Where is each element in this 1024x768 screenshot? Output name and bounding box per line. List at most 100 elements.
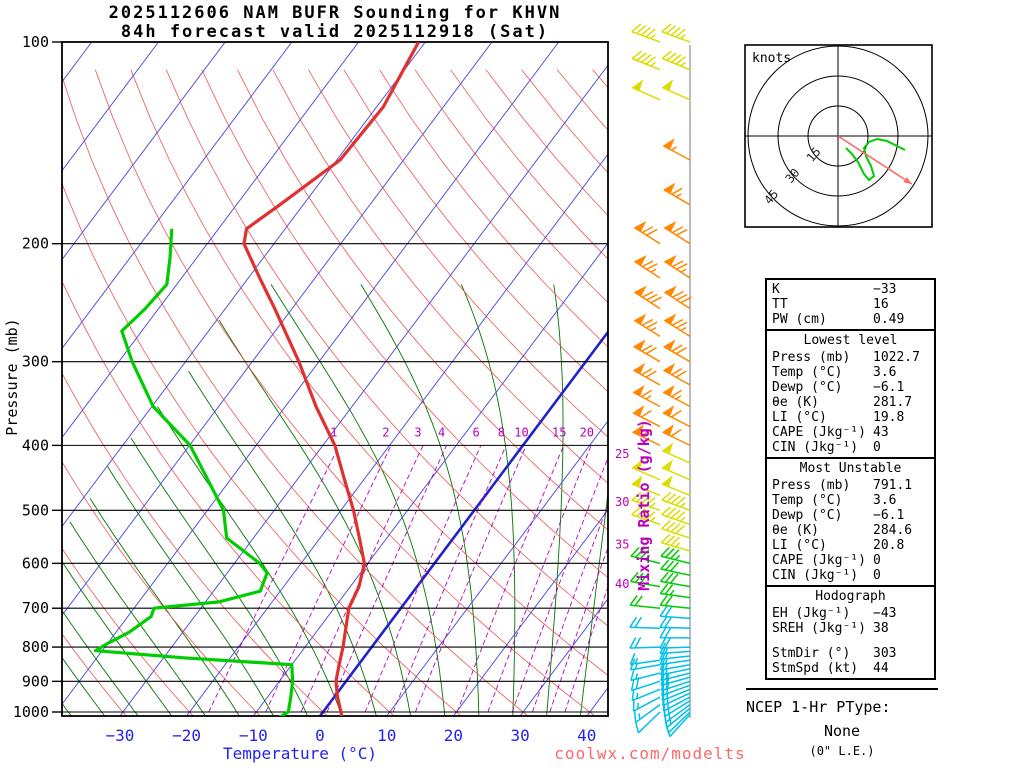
- wind-barb: [632, 339, 661, 363]
- dry-adiabat: [62, 372, 328, 716]
- ptype-note: (0" L.E.): [809, 744, 875, 758]
- panel-section-header: Most Unstable: [767, 457, 934, 478]
- wind-barb: [659, 583, 691, 599]
- dry-adiabat: [450, 69, 608, 260]
- panel-row-label: K: [772, 282, 780, 297]
- panel-row-label: TT: [772, 297, 788, 312]
- panel-row-value: 303: [873, 646, 897, 661]
- wind-barb: [661, 475, 691, 497]
- dry-adiabat: [485, 69, 608, 217]
- mixing-ratio-line: [208, 445, 340, 713]
- wind-barb: [661, 442, 691, 464]
- wind-barb: [660, 668, 691, 682]
- panel-row-label: SREH (Jkg⁻¹): [772, 621, 866, 636]
- isotherm: [453, 509, 608, 716]
- dry-adiabat: [62, 182, 462, 716]
- panel-row-label: CIN (Jkg⁻¹): [772, 440, 859, 455]
- wind-barb: [661, 23, 691, 43]
- panel-row: Press (mb) 791.1: [767, 478, 934, 493]
- panel-row: StmDir (°) 303: [767, 646, 934, 661]
- hodograph-ring-label: 30: [783, 166, 803, 186]
- panel-row-value: 3.6: [873, 365, 897, 380]
- ptype-block: NCEP 1-Hr PType: None (0" L.E.): [746, 688, 938, 758]
- dry-adiabat: [130, 69, 608, 676]
- moist-adiabat: [460, 284, 516, 716]
- panel-row-value: 38: [873, 621, 889, 636]
- dry-adiabat: [379, 69, 608, 348]
- panel-row-label: CAPE (Jkg⁻¹): [772, 553, 866, 568]
- wind-barb: [631, 50, 661, 71]
- panel-row-label: θe (K): [772, 523, 819, 538]
- dry-adiabat: [308, 69, 608, 438]
- wind-barb: [632, 696, 661, 712]
- storm-motion-vector: [837, 135, 913, 185]
- wind-barb: [630, 546, 661, 565]
- mixing-ratio-value: 35: [615, 537, 629, 551]
- isotherm: [62, 42, 226, 261]
- panel-row-value: 0: [873, 568, 881, 583]
- hodograph-ring: [807, 105, 869, 167]
- wind-barb: [632, 384, 661, 408]
- sounding-profiles: [93, 42, 421, 716]
- wind-barb: [659, 647, 691, 660]
- indices-panel: K −33 TT 16 PW (cm) 0.49 Lowest level Press (mb…: [765, 278, 936, 680]
- mixing-ratio-value: 6: [472, 425, 479, 439]
- isotherm: [62, 42, 426, 528]
- panel-row: LI (°C) 19.8: [767, 410, 934, 425]
- wind-barb: [632, 405, 661, 428]
- panel-row: LI (°C) 20.8: [767, 538, 934, 553]
- wind-barb: [661, 681, 691, 697]
- temperature-tick-label: 0: [315, 726, 325, 745]
- dry-adiabat: [165, 69, 608, 627]
- mixing-ratio-labels: 1 2 3 4 6 8 10 15 20 25 30 35 40: [330, 425, 629, 591]
- wind-barb: [663, 285, 692, 310]
- wind-barb: [661, 50, 691, 71]
- temperature-axis-label: Temperature (°C): [223, 744, 377, 763]
- dry-adiabat: [62, 633, 127, 716]
- moist-adiabat: [188, 370, 377, 716]
- panel-row-value: 19.8: [873, 410, 905, 425]
- wind-barb: [660, 546, 691, 565]
- panel-row: EH (Jkg⁻¹) −43: [767, 606, 934, 621]
- moist-adiabat: [69, 521, 206, 716]
- panel-row-value: 791.1: [873, 478, 913, 493]
- temperature-tick-label: 30: [510, 726, 529, 745]
- isotherm: [62, 42, 159, 172]
- panel-row-value: 1022.7: [873, 350, 920, 365]
- mixing-ratio-value: 10: [514, 425, 528, 439]
- panel-row: Press (mb) 1022.7: [767, 350, 934, 365]
- moist-adiabat: [107, 466, 274, 716]
- moist-adiabat: [89, 498, 240, 716]
- wind-barb: [659, 571, 691, 588]
- panel-row-label: LI (°C): [772, 410, 827, 425]
- panel-row-label: EH (Jkg⁻¹): [772, 606, 851, 621]
- temperature-tick-label: 40: [577, 726, 596, 745]
- moist-adiabat: [218, 319, 412, 716]
- hodograph-ring: [747, 45, 929, 227]
- wind-barb: [629, 594, 661, 609]
- wind-barb: [631, 475, 661, 497]
- moist-adiabat: [62, 560, 173, 716]
- chart-subtitle: 84h forecast valid 2025112918 (Sat): [121, 22, 549, 42]
- wind-barb: [631, 23, 661, 43]
- pressure-tick-label: 300: [22, 353, 49, 371]
- isotherm: [519, 598, 608, 716]
- panel-row-value: 0: [873, 553, 881, 568]
- temperature-curve: [242, 42, 421, 716]
- wind-barb: [629, 653, 661, 666]
- isotherm: [119, 64, 608, 716]
- panel-row-label: Press (mb): [772, 350, 851, 365]
- panel-row: PW (cm) 0.49: [767, 312, 934, 327]
- panel-row-value: 16: [873, 297, 889, 312]
- isotherm: [186, 153, 608, 716]
- moist-adiabat: [360, 284, 480, 716]
- dry-adiabat: [94, 69, 596, 716]
- panel-row-label: CIN (Jkg⁻¹): [772, 568, 859, 583]
- pressure-tick-label: 1000: [13, 703, 49, 721]
- mixing-ratio-line: [265, 445, 392, 713]
- wind-barb: [659, 663, 691, 676]
- panel-row: [767, 636, 934, 646]
- dry-adiabat: [272, 69, 608, 484]
- hodograph-units-label: knots: [752, 51, 791, 66]
